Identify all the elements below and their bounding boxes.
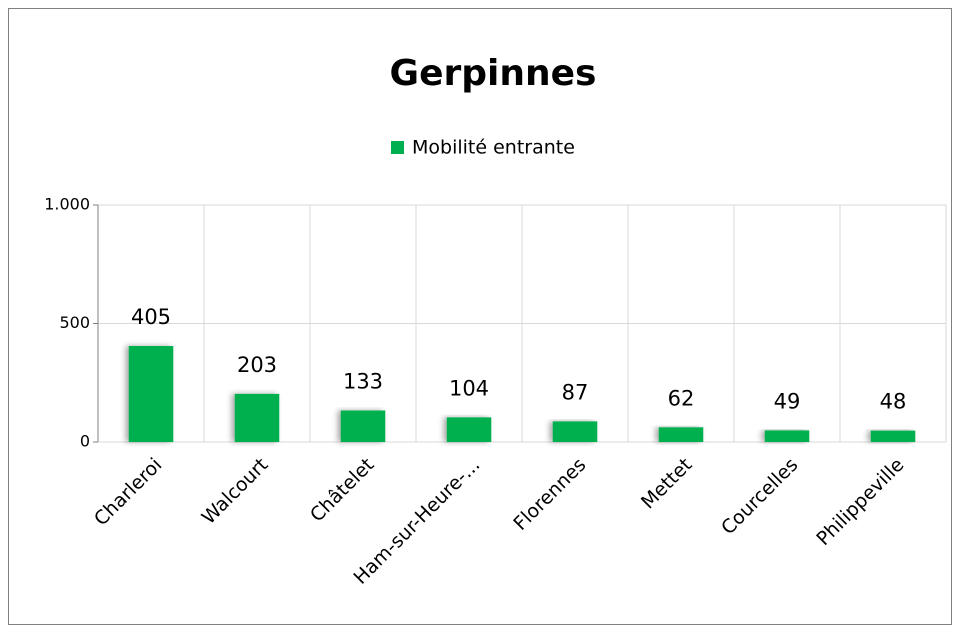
- data-label: 48: [880, 390, 907, 414]
- bar: [870, 430, 916, 442]
- legend-swatch: [391, 141, 404, 154]
- bar: [234, 393, 280, 442]
- bar: [658, 427, 704, 442]
- data-label: 203: [237, 353, 277, 377]
- y-tick-label: 0: [80, 432, 90, 451]
- chart-frame: [8, 8, 952, 625]
- bar: [552, 421, 598, 442]
- data-label: 133: [343, 369, 383, 393]
- data-label: 87: [562, 380, 589, 404]
- y-tick-label: 1.000: [44, 195, 90, 214]
- data-label: 405: [131, 305, 171, 329]
- bar: [764, 430, 810, 442]
- bar: [128, 346, 174, 442]
- data-label: 62: [668, 386, 695, 410]
- chart-title: Gerpinnes: [390, 53, 597, 94]
- data-label: 49: [774, 389, 801, 413]
- bar: [446, 417, 492, 442]
- data-label: 104: [449, 376, 489, 400]
- legend-label: Mobilité entrante: [412, 137, 575, 159]
- bar: [340, 410, 386, 442]
- y-tick-label: 500: [59, 313, 90, 332]
